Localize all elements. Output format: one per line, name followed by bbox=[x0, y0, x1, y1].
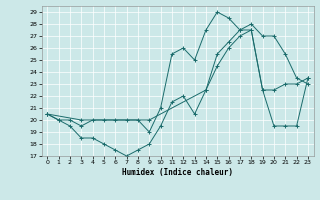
X-axis label: Humidex (Indice chaleur): Humidex (Indice chaleur) bbox=[122, 168, 233, 177]
